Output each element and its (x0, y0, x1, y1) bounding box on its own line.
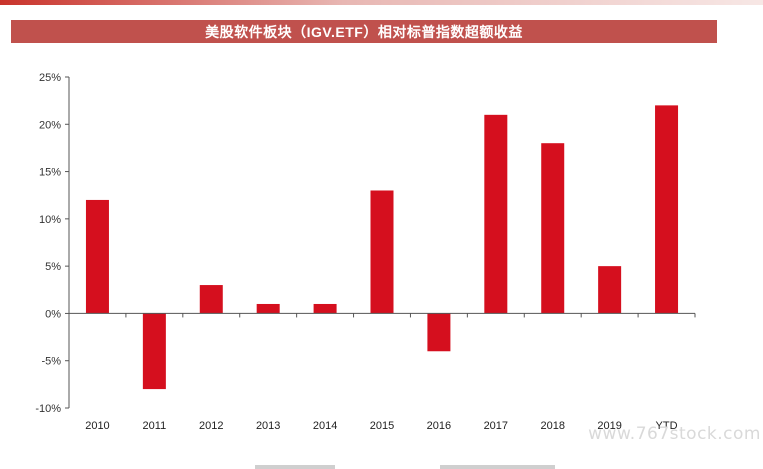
x-tick-label: 2016 (427, 420, 451, 432)
top-rule (0, 0, 763, 5)
watermark: www.767stock.com (588, 424, 761, 444)
y-tick-label: -5% (41, 356, 61, 368)
y-tick-label: -10% (35, 403, 61, 415)
legend-remnant-left (255, 465, 335, 469)
y-tick-label: 25% (39, 72, 61, 84)
x-tick-label: 2010 (85, 420, 109, 432)
x-tick-label: 2017 (484, 420, 508, 432)
y-tick-label: 20% (39, 119, 61, 131)
x-tick-label: 2012 (199, 420, 223, 432)
bar-2011 (142, 313, 166, 390)
x-tick-label: 2019 (597, 420, 621, 432)
bar-2010 (85, 199, 109, 314)
bar-2019 (598, 266, 622, 314)
x-tick-label: 2011 (143, 420, 167, 432)
x-tick-label: 2014 (313, 420, 337, 432)
x-tick-label: YTD (656, 420, 678, 432)
bar-2015 (370, 190, 394, 314)
bar-2012 (199, 285, 223, 314)
bar-YTD (655, 105, 679, 314)
chart-title: 美股软件板块（IGV.ETF）相对标普指数超额收益 (11, 20, 717, 43)
y-tick-label: 10% (39, 214, 61, 226)
x-tick-label: 2015 (370, 420, 394, 432)
y-tick-label: 15% (39, 167, 61, 179)
bar-2018 (541, 143, 565, 314)
x-tick-label: 2013 (256, 420, 280, 432)
y-tick-label: 5% (45, 261, 61, 273)
y-tick-label: 0% (45, 308, 61, 320)
legend-remnant-right (440, 465, 555, 469)
bar-2014 (313, 303, 337, 314)
x-tick-label: 2018 (540, 420, 564, 432)
bar-2017 (484, 114, 508, 314)
bar-2013 (256, 303, 280, 314)
bar-2016 (427, 313, 451, 352)
